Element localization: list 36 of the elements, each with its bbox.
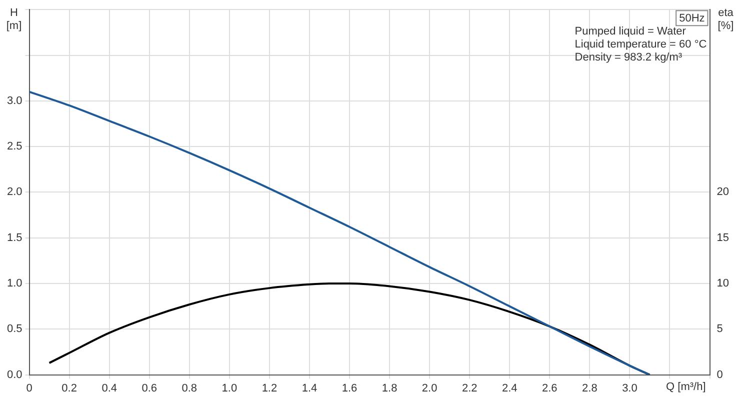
y-tick-label: 2.5 bbox=[6, 140, 22, 153]
x-tick-label: 0.6 bbox=[142, 382, 158, 394]
y-tick-label: 0.0 bbox=[6, 368, 22, 381]
x-tick-label: 0.2 bbox=[62, 382, 77, 394]
x-tick-label: 1.0 bbox=[222, 382, 238, 394]
x-tick-label: 1.4 bbox=[302, 382, 318, 394]
y2-tick-label: 20 bbox=[716, 186, 730, 198]
x-tick-label: 3.0 bbox=[622, 382, 638, 394]
y-tick-label: 1.5 bbox=[6, 232, 22, 244]
y-tick-label: 2.0 bbox=[6, 186, 22, 198]
y-tick-label: 0.5 bbox=[6, 323, 22, 336]
x-tick-label: 2.6 bbox=[542, 382, 558, 394]
y2-axis-title: eta [%] bbox=[718, 7, 734, 32]
y2-tick-label: 5 bbox=[716, 323, 723, 336]
y-tick-label: 3.0 bbox=[6, 94, 22, 107]
y2-tick-label: 0 bbox=[716, 368, 723, 381]
y2-tick-label: 10 bbox=[716, 278, 730, 290]
x-tick-label: 0.8 bbox=[182, 382, 198, 394]
x-tick-label: 2.8 bbox=[582, 382, 598, 394]
x-tick-label: 2.4 bbox=[502, 382, 518, 394]
x-tick-label: 2.0 bbox=[422, 382, 438, 394]
y-tick-label: 1.0 bbox=[6, 278, 22, 290]
x-tick-label: 1.2 bbox=[262, 382, 278, 394]
x-tick-label: 2.2 bbox=[462, 382, 478, 394]
annotation: Density = 983.2 kg/m³ bbox=[574, 52, 682, 64]
x-tick-label: 0 bbox=[26, 382, 32, 394]
x-tick-label: 1.6 bbox=[342, 382, 358, 394]
x-tick-label: 0.4 bbox=[102, 382, 117, 394]
annotation: Liquid temperature = 60 °C bbox=[574, 38, 707, 51]
annotation: 50Hz bbox=[679, 12, 705, 25]
y2-tick-label: 15 bbox=[716, 232, 730, 244]
x-axis-title: Q [m³/h] bbox=[666, 380, 706, 393]
line-series bbox=[29, 90, 651, 375]
y-axis-title: H [m] bbox=[6, 7, 22, 32]
x-tick-label: 1.8 bbox=[382, 382, 398, 394]
annotation: Pumped liquid = Water bbox=[574, 26, 686, 38]
